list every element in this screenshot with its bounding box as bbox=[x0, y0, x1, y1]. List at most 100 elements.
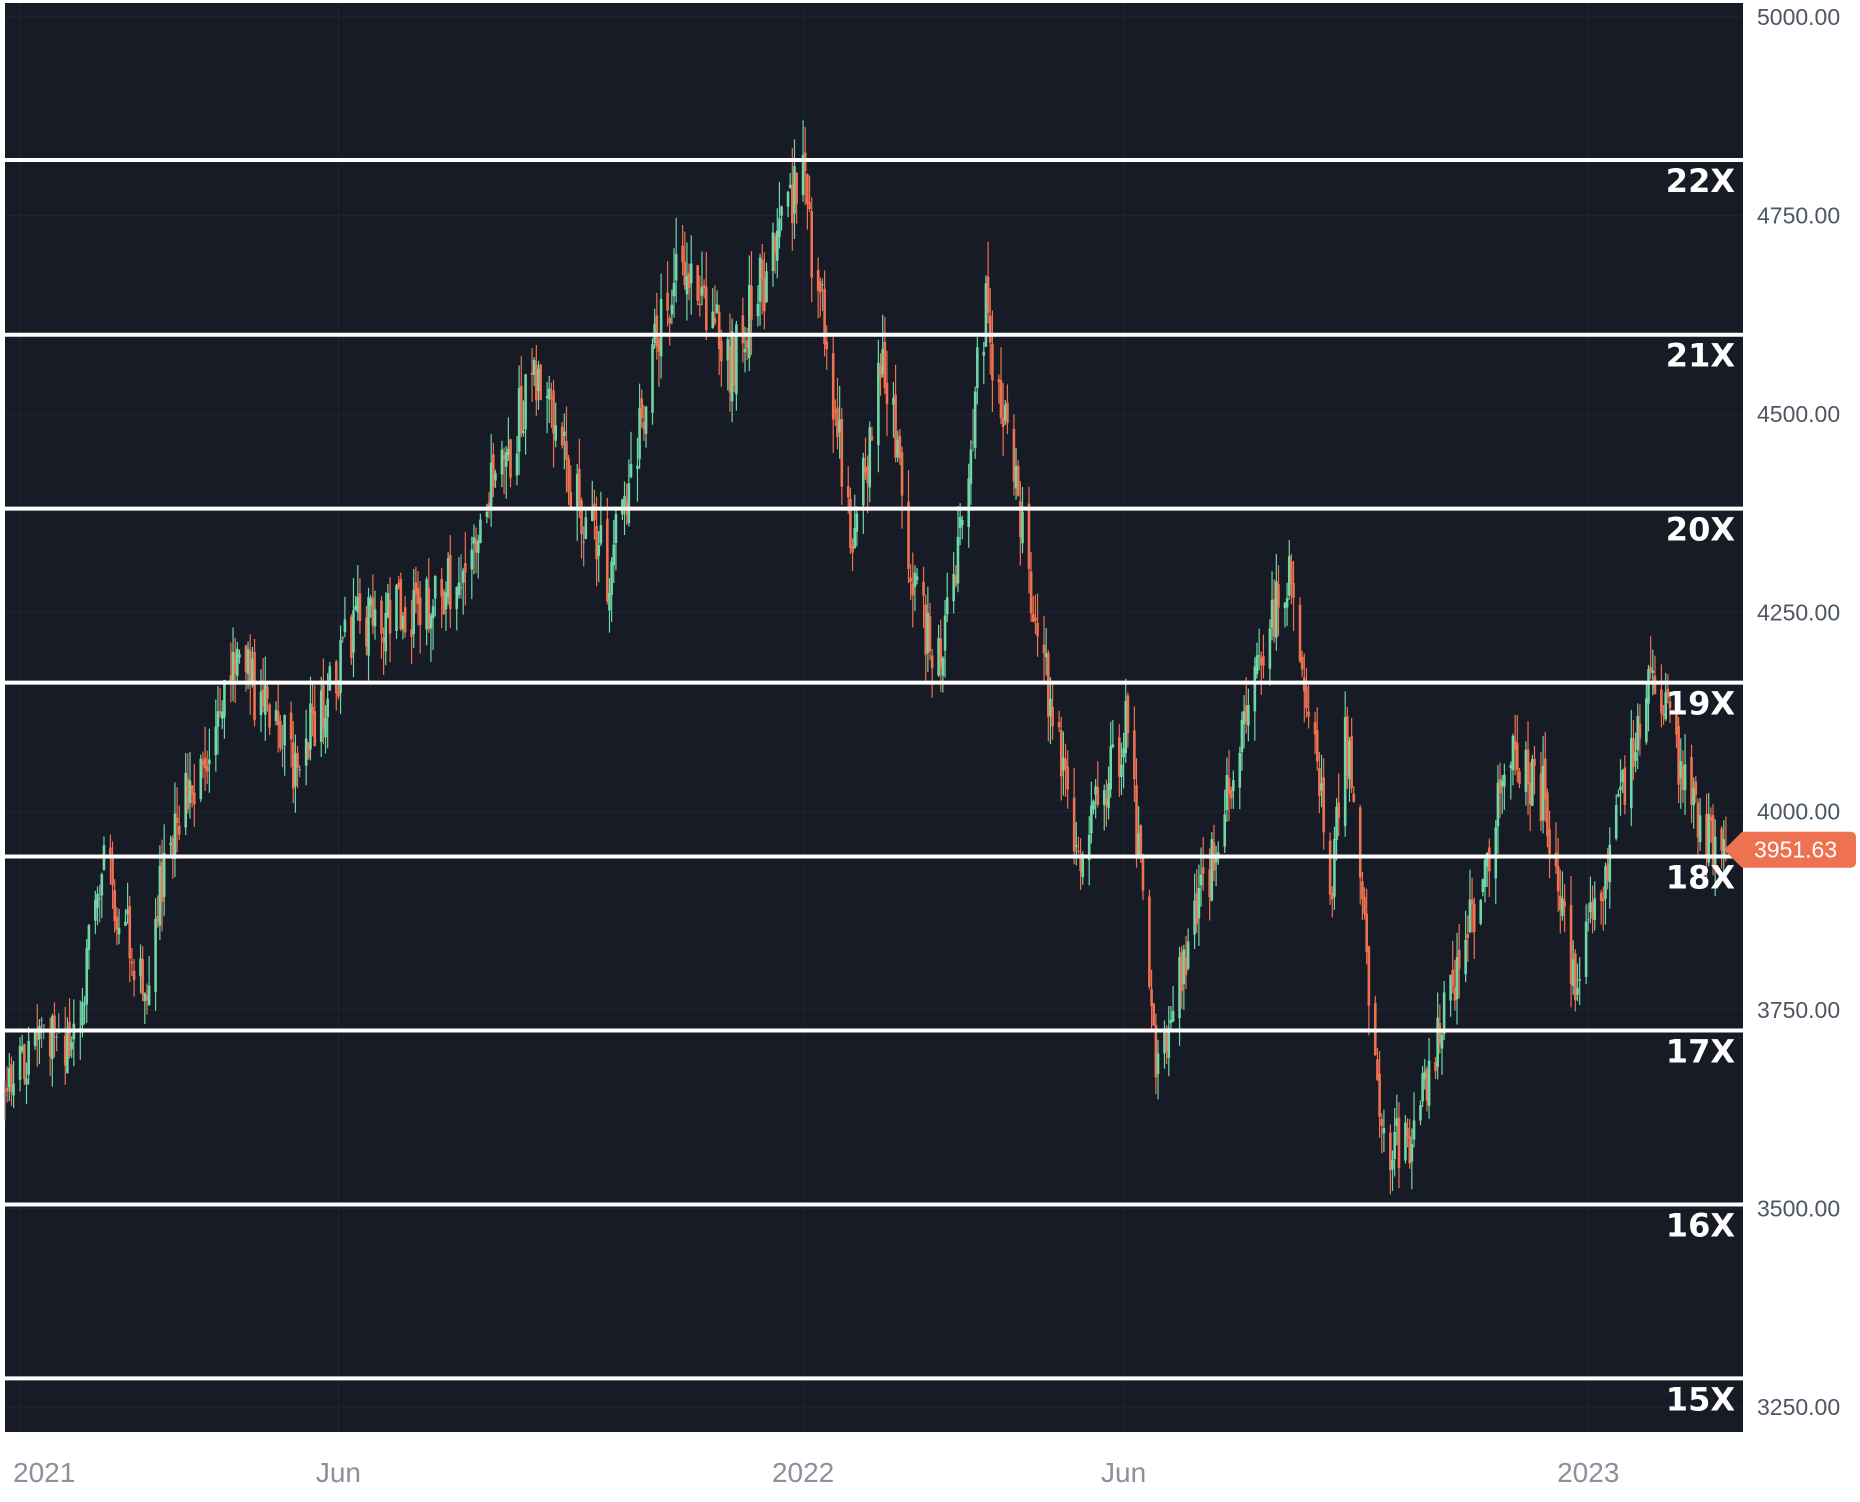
candle bbox=[440, 568, 443, 628]
candle-body bbox=[868, 427, 872, 488]
candle bbox=[823, 270, 826, 357]
candle bbox=[644, 405, 648, 448]
candle-body bbox=[1247, 704, 1250, 726]
candle-body bbox=[941, 657, 945, 676]
candle bbox=[1096, 761, 1100, 808]
candle-body bbox=[109, 847, 112, 858]
candle-body bbox=[328, 666, 332, 691]
candle bbox=[1367, 945, 1371, 1036]
candle bbox=[489, 434, 493, 527]
candle bbox=[248, 634, 252, 715]
candle-body bbox=[636, 465, 639, 469]
candle bbox=[519, 356, 523, 438]
candle bbox=[1034, 594, 1037, 635]
candle-body bbox=[33, 1030, 37, 1047]
candle bbox=[455, 586, 459, 631]
candle-body bbox=[668, 317, 672, 324]
candle-body bbox=[930, 655, 934, 669]
candle bbox=[870, 426, 874, 441]
candle bbox=[1638, 704, 1642, 756]
candle-body bbox=[532, 359, 536, 375]
candle-body bbox=[806, 173, 809, 204]
candle bbox=[1494, 819, 1498, 905]
candle bbox=[547, 375, 551, 423]
candle-body bbox=[253, 651, 256, 721]
candle bbox=[1662, 704, 1665, 725]
candle-body bbox=[862, 457, 865, 506]
candle bbox=[1376, 1047, 1379, 1082]
candle-body bbox=[1617, 794, 1620, 797]
candle-body bbox=[623, 495, 626, 506]
candle bbox=[831, 337, 835, 454]
candle bbox=[930, 649, 934, 698]
candle-body bbox=[698, 303, 702, 305]
candle bbox=[1014, 447, 1018, 500]
candle-body bbox=[1468, 899, 1472, 933]
candle-body bbox=[1001, 417, 1005, 427]
candle bbox=[773, 232, 777, 274]
candle bbox=[319, 676, 323, 757]
candle-body bbox=[1016, 465, 1020, 496]
candle-body bbox=[522, 431, 525, 433]
candle bbox=[960, 515, 964, 540]
candle bbox=[201, 751, 205, 779]
candle-body bbox=[1137, 833, 1140, 856]
candle-body bbox=[1453, 987, 1457, 1001]
candle bbox=[1591, 885, 1594, 934]
candle bbox=[853, 494, 857, 549]
candle-body bbox=[87, 925, 91, 950]
candle-body bbox=[238, 654, 241, 658]
candle bbox=[537, 361, 540, 410]
candle-body bbox=[539, 364, 542, 400]
candle bbox=[356, 565, 360, 621]
candle bbox=[1677, 717, 1680, 804]
candle bbox=[1229, 786, 1233, 809]
candle bbox=[1126, 692, 1130, 748]
candle-body bbox=[1668, 701, 1672, 709]
candle-body bbox=[1675, 710, 1678, 735]
candle bbox=[274, 701, 278, 726]
candle bbox=[608, 578, 611, 633]
candle bbox=[627, 459, 631, 527]
candle bbox=[1227, 749, 1231, 822]
candle bbox=[614, 508, 618, 571]
candle-body bbox=[943, 615, 947, 651]
candle bbox=[380, 596, 383, 659]
candle-body bbox=[339, 640, 342, 693]
candle bbox=[1012, 414, 1016, 496]
candle bbox=[877, 339, 880, 473]
last-price-label: 3951.63 bbox=[1754, 837, 1837, 863]
candle-body bbox=[1014, 465, 1018, 489]
candle-body bbox=[838, 419, 841, 433]
candle bbox=[907, 470, 910, 584]
candle-body bbox=[967, 478, 971, 528]
candle bbox=[130, 947, 134, 977]
candle bbox=[756, 285, 760, 327]
candle bbox=[1240, 711, 1244, 771]
candle bbox=[459, 554, 463, 599]
candle-body bbox=[735, 324, 738, 395]
candle bbox=[403, 595, 407, 638]
candle bbox=[545, 381, 549, 434]
candle bbox=[758, 253, 762, 326]
candle-body bbox=[341, 637, 345, 639]
x-tick-label: 2023 bbox=[1557, 1457, 1619, 1488]
candle-body bbox=[810, 211, 813, 278]
candle-body bbox=[791, 184, 794, 224]
candle-body bbox=[545, 395, 549, 399]
candle-body bbox=[162, 852, 166, 898]
candle bbox=[991, 310, 994, 413]
candle bbox=[1434, 1056, 1437, 1080]
candle-body bbox=[1511, 735, 1515, 771]
candle-body bbox=[1602, 899, 1605, 901]
candle-body bbox=[834, 410, 837, 413]
candle-body bbox=[717, 311, 721, 350]
candle-body bbox=[1464, 939, 1467, 975]
candle bbox=[659, 273, 663, 379]
candle bbox=[294, 734, 297, 813]
candle bbox=[1391, 1150, 1394, 1191]
candle-body bbox=[1268, 628, 1272, 669]
candle-body bbox=[627, 483, 631, 524]
candle-body bbox=[1574, 953, 1577, 1001]
candle-body bbox=[203, 757, 207, 769]
